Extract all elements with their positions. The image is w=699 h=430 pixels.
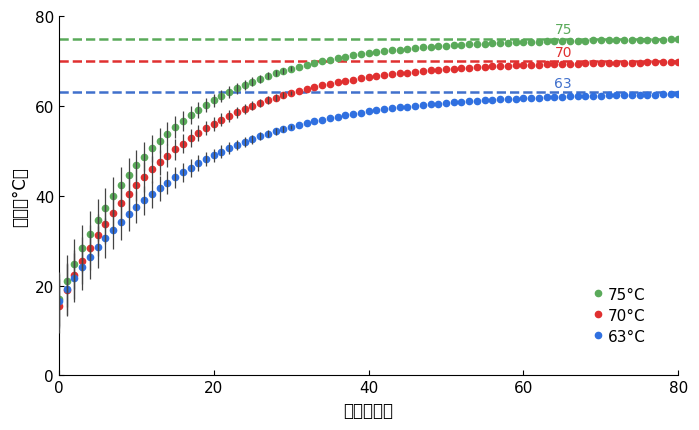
- 70°C: [558, 62, 566, 68]
- 75°C: [512, 40, 520, 46]
- 70°C: [589, 61, 598, 67]
- 75°C: [558, 39, 566, 44]
- 63°C: [589, 94, 598, 99]
- 63°C: [512, 97, 520, 102]
- Text: 70: 70: [554, 46, 572, 60]
- 75°C: [442, 44, 450, 49]
- Line: 75°C: 75°C: [56, 37, 682, 303]
- 70°C: [442, 68, 450, 73]
- 75°C: [589, 39, 598, 44]
- 70°C: [612, 61, 621, 66]
- 63°C: [612, 93, 621, 98]
- 63°C: [55, 299, 63, 304]
- 75°C: [55, 297, 63, 302]
- Y-axis label: 温度（°C）: 温度（°C）: [11, 166, 29, 226]
- 75°C: [612, 38, 621, 43]
- 70°C: [512, 64, 520, 69]
- Text: 75: 75: [554, 23, 572, 37]
- 75°C: [396, 48, 404, 53]
- 70°C: [674, 60, 682, 65]
- 75°C: [674, 38, 682, 43]
- Text: 63: 63: [554, 77, 572, 91]
- Line: 70°C: 70°C: [56, 60, 682, 309]
- 63°C: [442, 101, 450, 106]
- 70°C: [396, 71, 404, 77]
- 63°C: [558, 95, 566, 100]
- 63°C: [674, 92, 682, 98]
- Line: 63°C: 63°C: [56, 92, 682, 305]
- 63°C: [396, 105, 404, 111]
- X-axis label: 時間（分）: 時間（分）: [344, 401, 394, 419]
- 70°C: [55, 304, 63, 309]
- Legend: 75°C, 70°C, 63°C: 75°C, 70°C, 63°C: [588, 281, 652, 350]
